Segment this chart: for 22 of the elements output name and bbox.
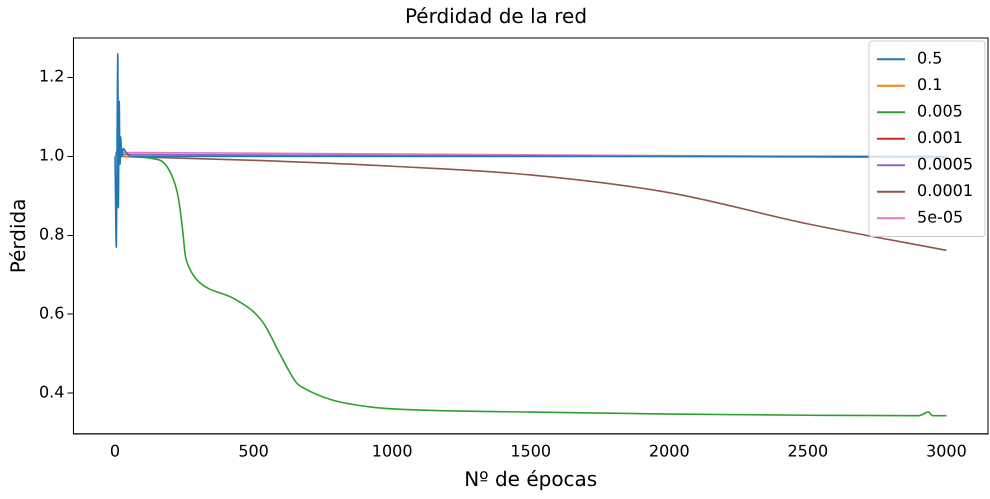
y-tick-label: 1.2 [38, 66, 64, 86]
legend-label: 0.5 [917, 48, 942, 68]
legend-label: 0.0005 [917, 154, 973, 174]
legend-label: 0.1 [917, 74, 942, 94]
legend-label: 0.0001 [917, 180, 973, 200]
chart-title: Pérdidad de la red [404, 4, 588, 28]
x-tick-label: 1000 [372, 442, 413, 461]
legend-label: 5e-05 [917, 207, 964, 226]
legend-label: 0.001 [917, 128, 963, 147]
x-axis-title: Nº de épocas [464, 467, 598, 492]
y-tick-label: 1.0 [38, 146, 64, 165]
x-tick-label: 2000 [648, 442, 690, 461]
y-axis-title: Pérdida [6, 198, 30, 274]
y-tick-label: 0.4 [38, 382, 64, 402]
y-tick-label: 0.6 [38, 303, 64, 322]
y-tick-label: 0.8 [38, 224, 64, 244]
x-tick-label: 2500 [788, 442, 828, 461]
x-tick-label: 3000 [926, 442, 967, 461]
legend-label: 0.005 [917, 101, 963, 120]
x-tick-label: 0 [110, 442, 120, 461]
x-tick-label: 1500 [510, 442, 552, 461]
x-tick-label: 500 [238, 442, 269, 461]
